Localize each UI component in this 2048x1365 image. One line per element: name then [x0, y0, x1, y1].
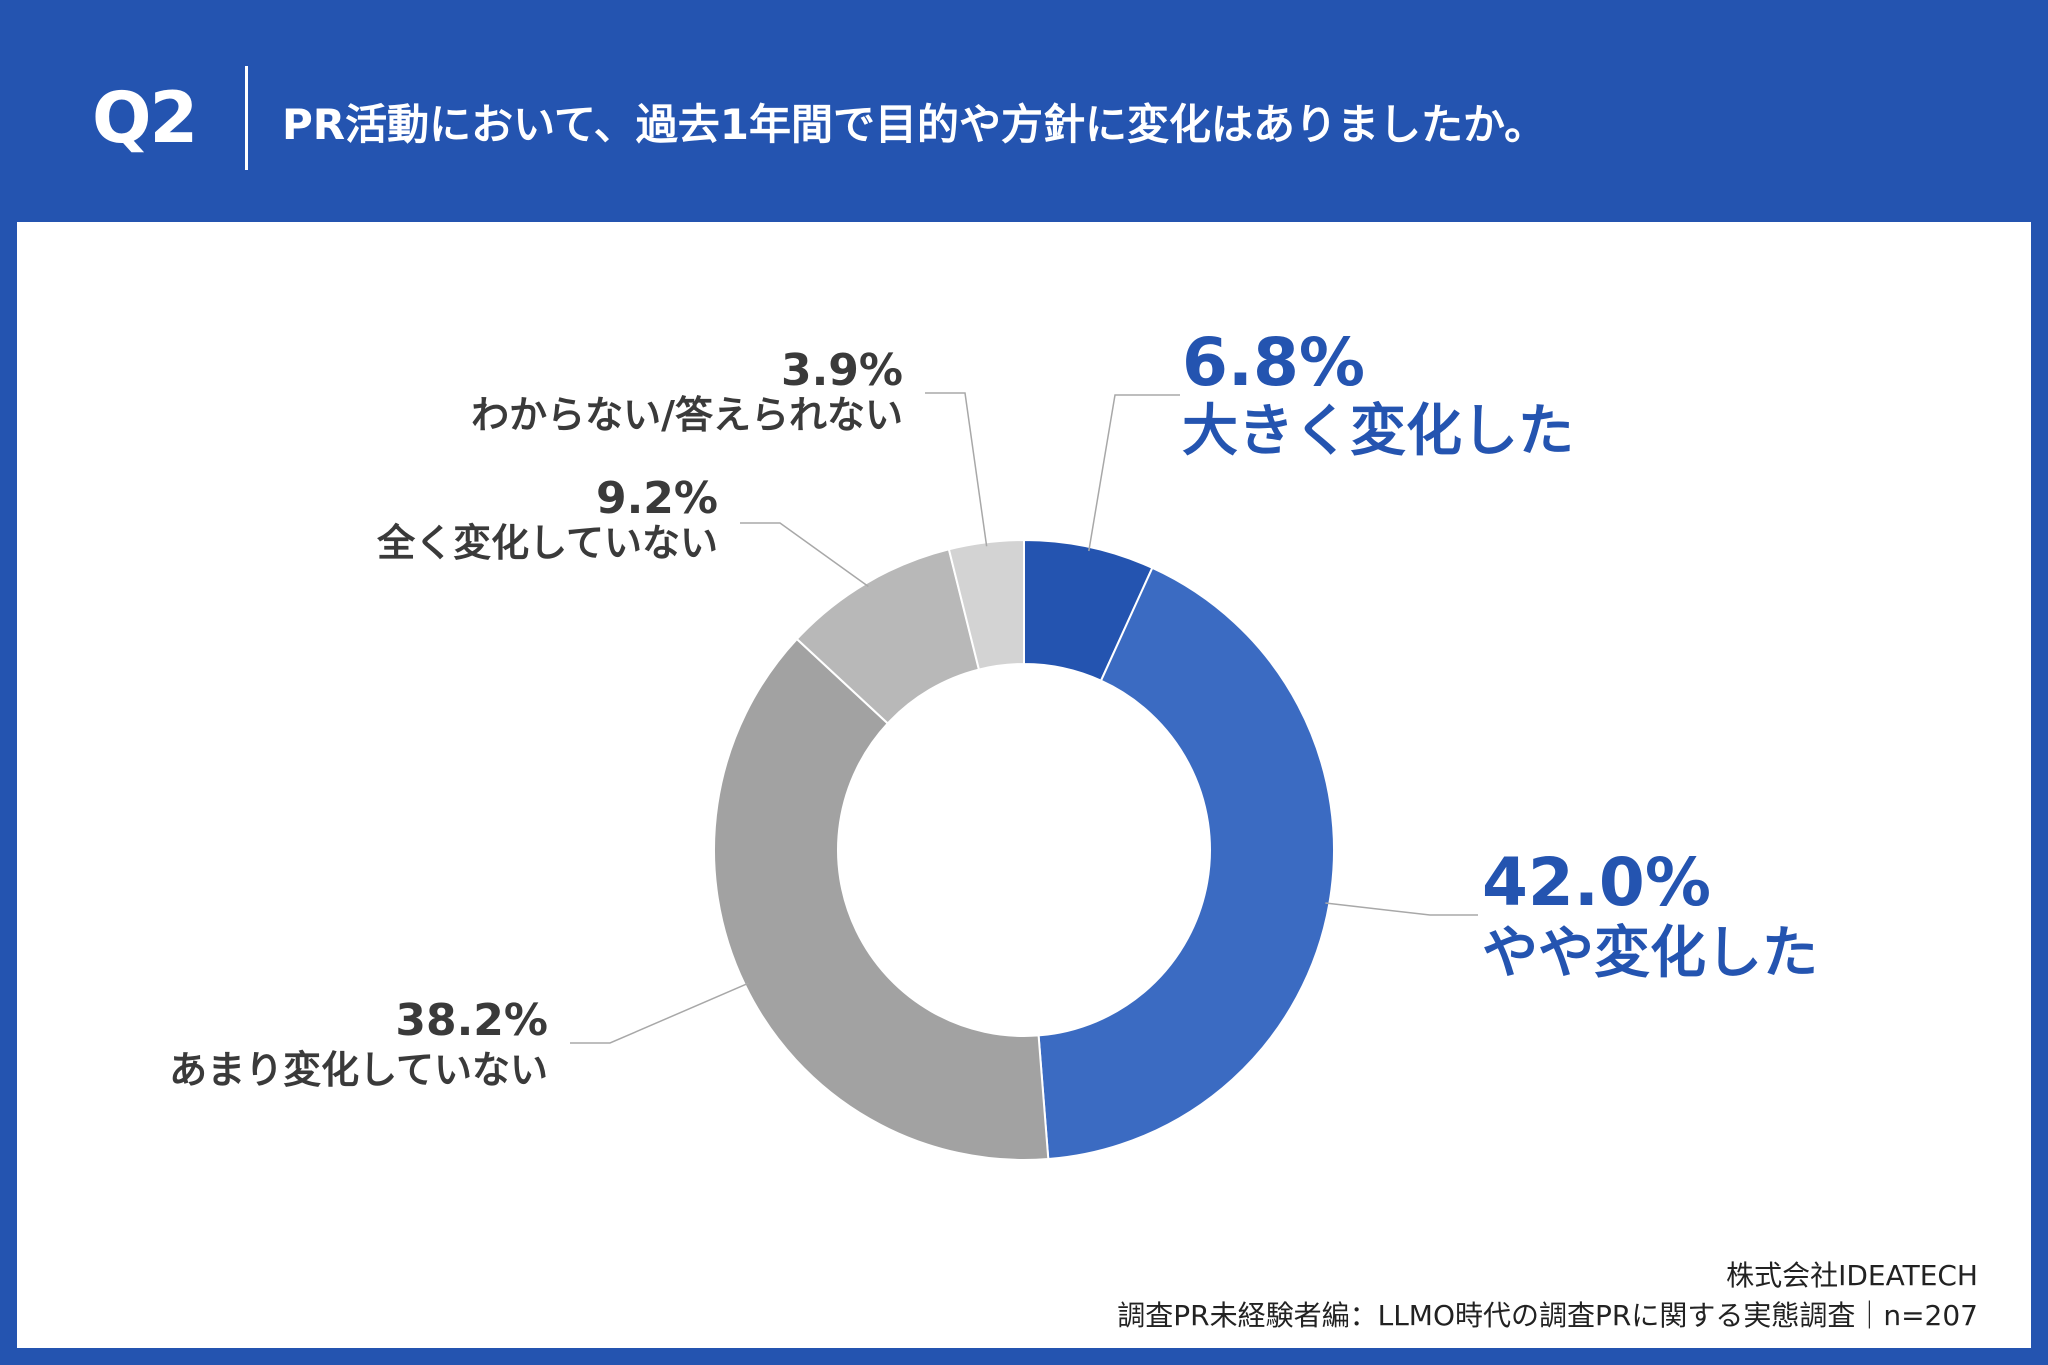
slice-category-label: やや変化した: [1482, 921, 1818, 986]
leader-line: [925, 392, 988, 547]
slice-value-label: 42.0%: [1482, 844, 1711, 921]
slice-category-label: 大きく変化した: [1182, 399, 1574, 464]
slice-value-label: 9.2%: [596, 473, 718, 524]
leader-line: [1325, 902, 1478, 916]
slice-value-label: 6.8%: [1182, 324, 1365, 401]
question-number: Q2: [92, 77, 198, 159]
donut-slices: [712, 538, 1335, 1161]
source-company: 株式会社IDEATECH: [1726, 1259, 1978, 1292]
leader-line: [570, 982, 749, 1044]
slice-category-label: わからない/答えられない: [471, 393, 903, 437]
slice-category-label: あまり変化していない: [169, 1048, 548, 1092]
source-survey: 調査PR未経験者編：LLMO時代の調査PRに関する実態調査｜n=207: [1117, 1299, 1978, 1332]
slice-category-label: 全く変化していない: [376, 521, 718, 565]
slice-labels: 6.8%大きく変化した 42.0%やや変化した 38.2%あまり変化していない 9.2…: [169, 324, 1818, 1092]
leader-line: [740, 522, 869, 588]
slice-value-label: 3.9%: [781, 345, 903, 396]
header-divider: [245, 66, 248, 170]
leader-line: [1088, 394, 1180, 552]
question-title: PR活動において、過去1年間で目的や方針に変化はありましたか。: [282, 100, 1547, 149]
header-bar: Q2 PR活動において、過去1年間で目的や方針に変化はありましたか。: [0, 0, 2048, 222]
leader-lines: [570, 392, 1478, 1044]
slice-value-label: 38.2%: [395, 995, 548, 1046]
source-note: 株式会社IDEATECH 調査PR未経験者編：LLMO時代の調査PRに関する実態…: [1117, 1259, 1978, 1332]
donut-hole: [838, 664, 1210, 1036]
